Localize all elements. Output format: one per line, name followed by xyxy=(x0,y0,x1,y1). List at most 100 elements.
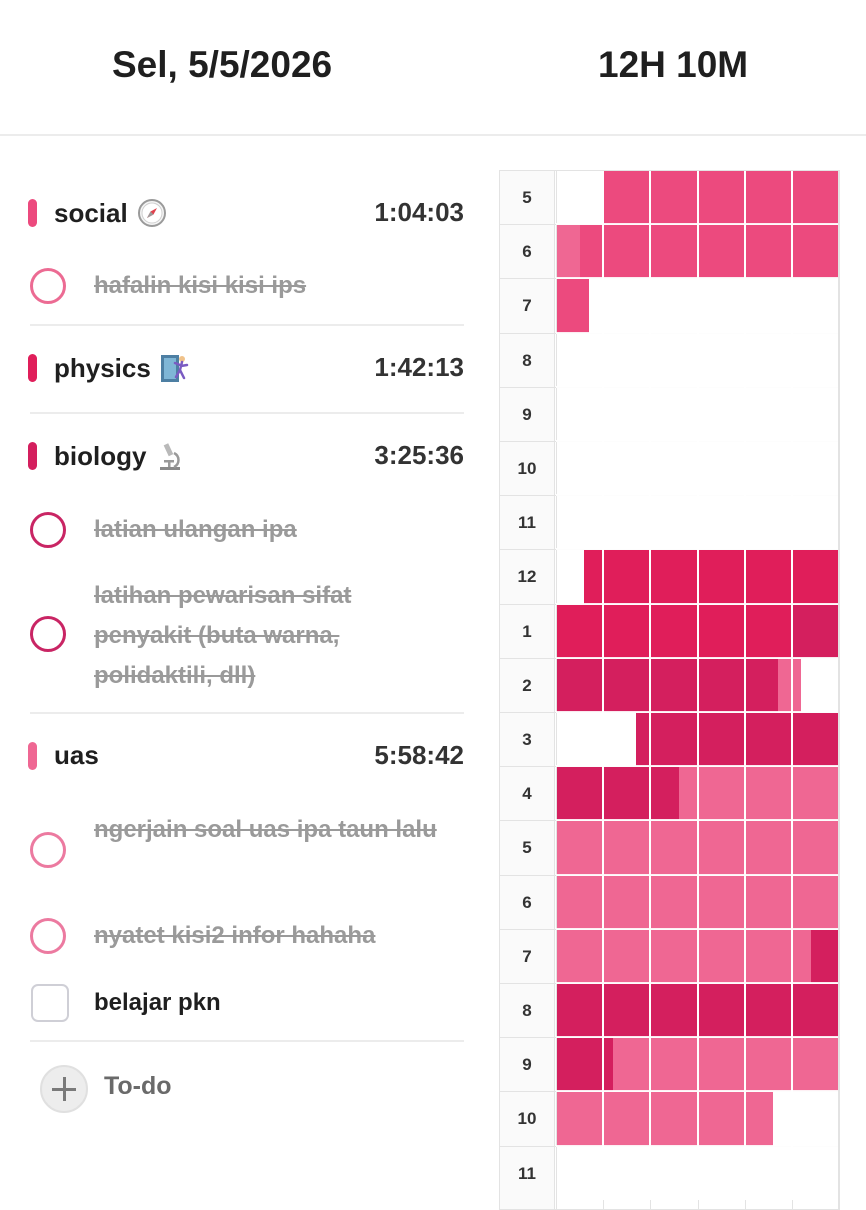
hour-label: 8 xyxy=(522,1001,532,1020)
task-done-toggle[interactable] xyxy=(30,918,66,954)
row-separator xyxy=(556,711,839,713)
row-separator xyxy=(556,1090,839,1093)
study-block-physics xyxy=(584,549,839,604)
hour-label: 7 xyxy=(522,946,532,966)
study-block-uas xyxy=(556,928,811,983)
hour-label: 12 xyxy=(517,567,537,587)
hour-label: 5 xyxy=(522,838,532,858)
subject-color-bar xyxy=(28,354,37,382)
divider xyxy=(30,324,464,326)
row-separator xyxy=(556,548,839,551)
row-separator xyxy=(556,331,839,334)
study-block-biology xyxy=(556,766,679,821)
subject-biology[interactable]: biology 3:25:36 xyxy=(0,436,470,476)
hour-label: 6 xyxy=(522,242,532,262)
task-label: nyatet kisi2 infor hahaha xyxy=(94,922,376,949)
task-done-toggle[interactable] xyxy=(30,616,66,652)
row-separator xyxy=(556,385,839,388)
subject-color-bar xyxy=(28,442,37,470)
subject-time: 5:58:42 xyxy=(374,740,464,770)
cell-separator xyxy=(696,170,699,1200)
subject-name: physics xyxy=(54,352,151,383)
hour-label: 5 xyxy=(522,188,532,207)
hour-label: 9 xyxy=(522,404,532,424)
hour-label: 11 xyxy=(518,513,536,533)
task-done-toggle[interactable] xyxy=(30,512,66,548)
subject-color-bar xyxy=(28,742,37,770)
study-block-biology xyxy=(556,657,778,712)
row-separator xyxy=(556,1036,839,1039)
task-label: latian ulangan ipa xyxy=(94,516,297,543)
task-label: hafalin kisi kisi ips xyxy=(94,272,307,299)
divider xyxy=(30,412,464,414)
subject-name: uas xyxy=(54,740,99,770)
date-title[interactable]: Sel, 5/5/2026 xyxy=(112,44,333,85)
divider xyxy=(30,712,464,714)
study-block-uas xyxy=(612,1037,839,1092)
study-block-uas xyxy=(678,766,839,821)
microscope-icon xyxy=(154,440,186,472)
subject-color-bar xyxy=(28,199,37,227)
study-block-biology xyxy=(810,928,839,983)
study-block-uas xyxy=(556,224,580,279)
row-separator xyxy=(556,277,839,280)
row-separator xyxy=(556,1144,839,1147)
grid-line-vertical xyxy=(839,170,840,1210)
study-block-biology xyxy=(791,603,839,658)
row-separator xyxy=(556,440,839,442)
hour-label: 3 xyxy=(522,730,532,749)
row-separator xyxy=(556,873,839,876)
study-block-social xyxy=(603,170,839,225)
study-block-uas xyxy=(556,1091,773,1146)
study-timetable: 5 6 7 8 9 10 11 12 1 2 3 4 5 6 7 8 9 10 11 xyxy=(499,170,840,1210)
hour-label: 8 xyxy=(522,350,532,370)
hour-label: 1 xyxy=(522,621,532,641)
task-label: ngerjain soal uas ipa taun lalu xyxy=(94,816,437,843)
add-todo-label[interactable]: To-do xyxy=(104,1072,172,1100)
subject-time: 1:04:03 xyxy=(374,197,464,227)
hour-label: 7 xyxy=(522,296,532,316)
add-todo-button[interactable] xyxy=(40,1065,88,1113)
climber-icon xyxy=(159,352,191,384)
grid-line-horizontal xyxy=(499,170,839,171)
hour-label: 4 xyxy=(522,784,532,804)
subject-social[interactable]: social 1:04:03 xyxy=(0,193,470,233)
hour-label: 2 xyxy=(522,675,532,695)
row-separator xyxy=(556,223,839,226)
cell-separator xyxy=(649,170,652,1200)
row-separator xyxy=(556,982,839,984)
row-separator xyxy=(556,819,839,822)
row-separator xyxy=(556,765,839,768)
task-label: latihan pewarisan sifat penyakit (buta w… xyxy=(94,582,352,689)
task-checkbox[interactable] xyxy=(31,984,69,1022)
row-separator xyxy=(556,494,839,497)
study-block-uas xyxy=(777,657,802,712)
hour-label: 6 xyxy=(522,892,532,912)
hour-column: 5 6 7 8 9 10 11 12 1 2 3 4 5 6 7 8 9 10 11 xyxy=(499,170,555,1210)
grid-line-vertical xyxy=(556,170,557,1210)
subject-name: social xyxy=(54,197,128,228)
row-separator xyxy=(556,602,839,605)
subject-physics[interactable]: physics 1:42:13 xyxy=(0,348,470,388)
task-done-toggle[interactable] xyxy=(30,832,66,868)
subject-time: 3:25:36 xyxy=(374,440,464,470)
cell-separator xyxy=(602,170,605,1200)
subject-uas[interactable]: uas 5:58:42 xyxy=(0,736,470,776)
total-study-time: 12H 10M xyxy=(598,44,749,85)
compass-icon xyxy=(136,197,168,229)
study-block-social xyxy=(579,224,839,279)
hour-label: 11 xyxy=(518,1163,536,1183)
divider xyxy=(30,1040,464,1042)
task-label: belajar pkn xyxy=(94,989,221,1016)
study-block-social xyxy=(556,278,590,333)
cell-separator xyxy=(743,170,746,1200)
hour-label: 10 xyxy=(517,459,537,478)
subject-name: biology xyxy=(54,440,147,471)
study-block-biology xyxy=(636,712,839,767)
header-bar: Sel, 5/5/2026 12H 10M xyxy=(0,0,866,136)
row-separator xyxy=(556,927,839,930)
hour-label: 9 xyxy=(522,1055,532,1075)
hour-label: 10 xyxy=(517,1109,537,1129)
task-done-toggle[interactable] xyxy=(30,268,66,304)
subject-time: 1:42:13 xyxy=(374,352,464,382)
